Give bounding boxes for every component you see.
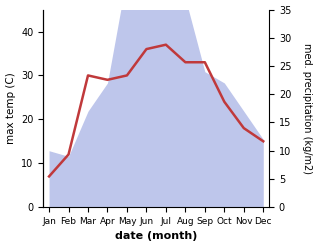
X-axis label: date (month): date (month) (115, 231, 197, 242)
Y-axis label: med. precipitation (kg/m2): med. precipitation (kg/m2) (302, 43, 313, 174)
Y-axis label: max temp (C): max temp (C) (5, 72, 16, 144)
